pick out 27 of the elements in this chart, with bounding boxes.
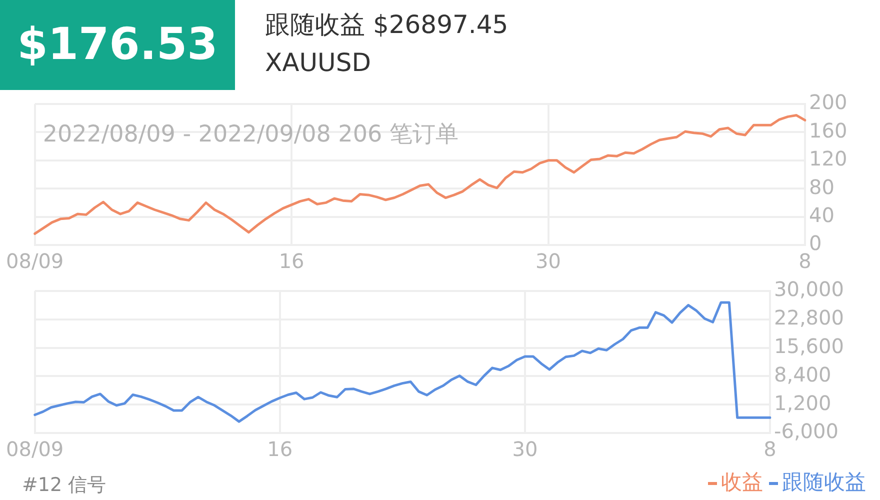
y-tick-label: 22,800	[774, 306, 844, 330]
x-tick-label: 30	[512, 437, 538, 462]
x-tick-label: 8	[798, 249, 812, 274]
legend-label: 跟随收益	[781, 469, 866, 496]
text: #12 信号	[22, 473, 106, 498]
y-tick-label: 8,400	[774, 362, 832, 386]
y-tick-label: 120	[809, 146, 848, 171]
y-tick-label: 0	[809, 231, 822, 256]
y-tick-label: 40	[809, 203, 834, 228]
x-tick-label: 16	[267, 437, 293, 462]
chart-title: $176.53	[0, 0, 235, 90]
y-tick-label: -6,000	[774, 419, 838, 444]
x-tick-label: 16	[278, 249, 304, 274]
y-tick-label: 1,200	[774, 390, 832, 415]
y-tick-label: 15,600	[774, 334, 844, 358]
y-tick-label: 80	[809, 174, 834, 199]
y-tick-label: 200	[809, 90, 848, 114]
text: XAUUSD	[265, 48, 371, 77]
annotation: 2022/08/09 - 2022/09/08 206 笔订单	[42, 121, 458, 148]
x-tick-label: 08/09	[6, 249, 64, 274]
y-tick-label: 30,000	[774, 277, 844, 302]
x-tick-label: 30	[536, 249, 561, 274]
x-tick-label: 08/09	[6, 437, 64, 462]
legend-label: 收益	[720, 469, 763, 496]
x-tick-label: 8	[764, 437, 776, 462]
y-tick-label: 160	[809, 118, 848, 142]
chart-subtitle: 跟随收益 $26897.45	[265, 9, 508, 41]
